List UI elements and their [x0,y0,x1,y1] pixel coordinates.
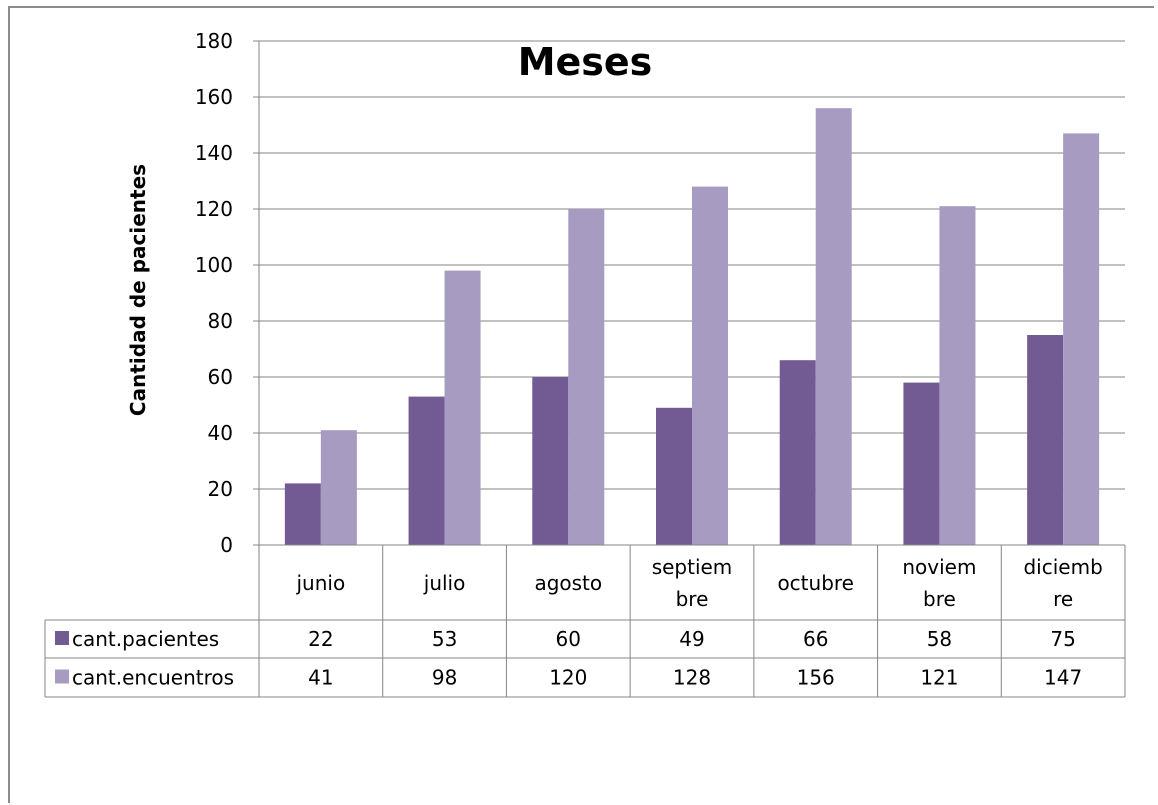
table-cell-value: 147 [1044,666,1082,690]
table-cell-value: 98 [432,666,457,690]
legend-swatch [55,669,69,684]
y-tick-label: 40 [208,421,233,445]
bar-cant.pacientes-1 [408,396,445,545]
category-label: bre [923,587,956,611]
category-label: julio [423,571,466,595]
category-label: bre [676,587,709,611]
bar-cant.pacientes-3 [656,407,692,545]
bar-cant.encuentros-5 [939,206,976,545]
y-tick-label: 20 [208,477,233,501]
bar-cant.pacientes-2 [532,377,569,545]
y-tick-label: 0 [220,533,233,557]
table-cell-value: 58 [927,627,952,651]
table-cell-value: 60 [556,627,581,651]
table-cell-value: 49 [679,627,704,651]
bar-cant.pacientes-4 [779,360,816,545]
bar-cant.encuentros-1 [444,270,481,545]
table-cell-value: 22 [308,627,333,651]
table-cell-value: 66 [803,627,828,651]
y-tick-label: 80 [208,309,233,333]
table-cell-value: 41 [308,666,333,690]
y-tick-label: 120 [195,197,233,221]
y-tick-label: 140 [195,141,233,165]
bar-cant.encuentros-3 [692,186,728,545]
category-label: septiem [652,555,733,579]
legend-swatch [55,631,69,645]
y-axis-label: Cantidad de pacientes [126,164,150,416]
category-label: agosto [534,571,602,595]
y-tick-label: 60 [208,365,233,389]
table-cell-value: 121 [920,666,958,690]
category-label: re [1053,587,1073,611]
bar-cant.encuentros-2 [568,209,605,545]
chart-frame [8,6,1154,803]
bar-cant.pacientes-6 [1027,335,1064,545]
y-tick-label: 180 [195,29,233,53]
table-cell-value: 75 [1050,627,1075,651]
legend-label: cant.encuentros [72,666,234,690]
bar-cant.encuentros-6 [1063,133,1100,545]
table-cell-value: 128 [673,666,711,690]
bars [284,108,1100,545]
bar-cant.pacientes-0 [284,483,321,545]
data-table: junio julio agosto septiem bre octubre noviem b… [44,544,1126,698]
y-axis-ticks: 0 20 40 60 80 100 120 140 160 180 [195,29,233,557]
y-tick-label: 160 [195,85,233,109]
y-tick-label: 100 [195,253,233,277]
bar-cant.encuentros-4 [815,108,852,545]
category-label: diciemb [1023,555,1102,579]
table-cell-value: 120 [549,666,587,690]
chart-title: Meses [518,40,653,84]
category-label: octubre [777,571,854,595]
table-cell-value: 156 [797,666,835,690]
category-label: noviem [902,555,976,579]
bar-cant.encuentros-0 [320,430,357,545]
table-cell-value: 53 [432,627,457,651]
legend-label: cant.pacientes [72,627,219,651]
bar-cant.pacientes-5 [903,382,940,545]
category-label: junio [296,571,346,595]
